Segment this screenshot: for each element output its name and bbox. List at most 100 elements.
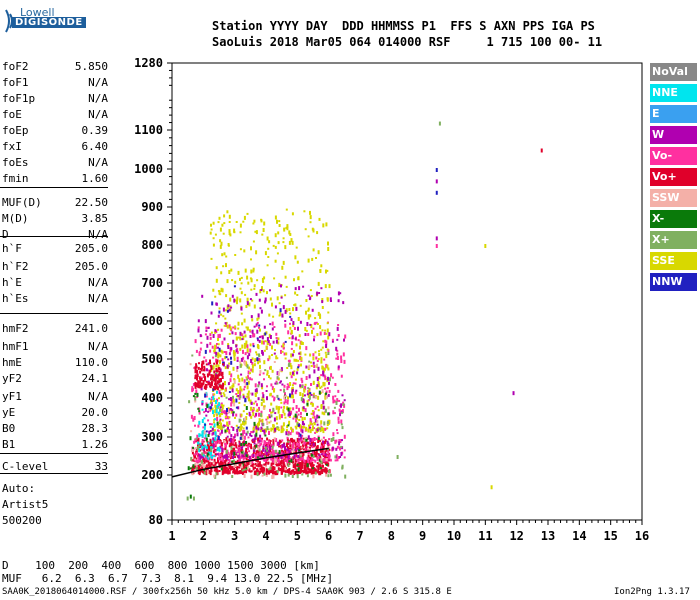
echo-point (264, 251, 267, 256)
echo-point (280, 401, 283, 404)
echo-point (299, 433, 302, 437)
echo-point (261, 429, 264, 432)
echo-point (266, 291, 268, 295)
param-value: 110.0 (74, 356, 108, 369)
echo-point (332, 395, 335, 400)
echo-point (250, 258, 252, 261)
echo-point (306, 322, 309, 326)
echo-point (324, 387, 327, 390)
echo-point (316, 405, 319, 408)
echo-point (216, 361, 218, 365)
echo-point (245, 470, 248, 474)
echo-point (294, 291, 297, 295)
echo-point (239, 459, 242, 462)
echo-point (250, 474, 253, 479)
echo-point (265, 474, 268, 477)
echo-point (328, 438, 331, 441)
echo-point (313, 467, 316, 471)
echo-point (260, 450, 263, 453)
echo-point (252, 240, 255, 243)
echo-point (248, 455, 251, 460)
echo-point (309, 296, 312, 300)
echo-point (205, 446, 208, 450)
echo-point (438, 121, 441, 126)
echo-point (282, 468, 285, 473)
echo-point (258, 421, 260, 426)
echo-point (225, 263, 227, 268)
echo-point (250, 402, 253, 405)
echo-point (273, 417, 276, 422)
echo-point (318, 416, 321, 419)
echo-point (235, 388, 238, 392)
echo-point (294, 382, 297, 385)
echo-point (190, 456, 193, 461)
echo-point (200, 376, 203, 379)
echo-point (305, 365, 308, 369)
echo-point (253, 402, 256, 405)
echo-point (226, 421, 229, 426)
echo-point (284, 309, 287, 314)
echo-point (201, 445, 204, 450)
echo-point (269, 342, 272, 346)
echo-point (259, 369, 262, 374)
echo-point (202, 380, 205, 385)
echo-point (260, 309, 263, 314)
echo-point (281, 383, 284, 386)
echo-point (247, 370, 250, 375)
echo-point (293, 358, 296, 362)
echo-point (314, 459, 317, 463)
echo-point (310, 461, 313, 466)
echo-point (224, 381, 226, 383)
echo-point (215, 368, 218, 372)
echo-point (223, 410, 225, 414)
echo-point (333, 399, 336, 403)
echo-point (217, 354, 220, 359)
echo-point (232, 411, 235, 414)
echo-point (221, 404, 223, 408)
echo-point (213, 370, 216, 374)
echo-point (303, 388, 306, 392)
echo-point (242, 457, 245, 461)
echo-point (309, 459, 312, 463)
echo-point (289, 382, 292, 386)
echo-point (297, 364, 300, 368)
echo-point (283, 401, 286, 405)
echo-point (253, 284, 256, 288)
echo-point (277, 429, 280, 432)
echo-point (288, 337, 291, 340)
echo-point (297, 444, 300, 447)
echo-point (226, 428, 229, 433)
echo-point (225, 351, 228, 356)
echo-point (540, 148, 543, 153)
echo-point (249, 392, 252, 395)
echo-point (201, 294, 204, 298)
echo-point (212, 464, 215, 469)
echo-point (275, 337, 278, 339)
echo-point (245, 447, 248, 452)
echo-point (225, 396, 228, 399)
echo-point (311, 427, 314, 432)
echo-point (288, 408, 291, 412)
echo-point (321, 464, 324, 467)
echo-point (275, 332, 278, 336)
echo-point (292, 307, 294, 312)
echo-point (246, 212, 249, 215)
echo-point (193, 416, 196, 420)
echo-point (292, 382, 295, 385)
echo-point (315, 257, 317, 259)
echo-point (299, 458, 302, 462)
echo-point (317, 409, 320, 412)
echo-point (286, 444, 288, 448)
echo-point (341, 426, 344, 430)
echo-point (205, 363, 208, 366)
echo-point (224, 424, 227, 427)
echo-point (285, 395, 288, 398)
echo-point (321, 367, 324, 370)
echo-point (320, 459, 323, 464)
echo-point (304, 461, 307, 465)
echo-point (200, 387, 203, 391)
echo-point (214, 331, 217, 334)
echo-point (336, 326, 339, 331)
echo-point (216, 376, 219, 379)
echo-point (291, 341, 294, 346)
